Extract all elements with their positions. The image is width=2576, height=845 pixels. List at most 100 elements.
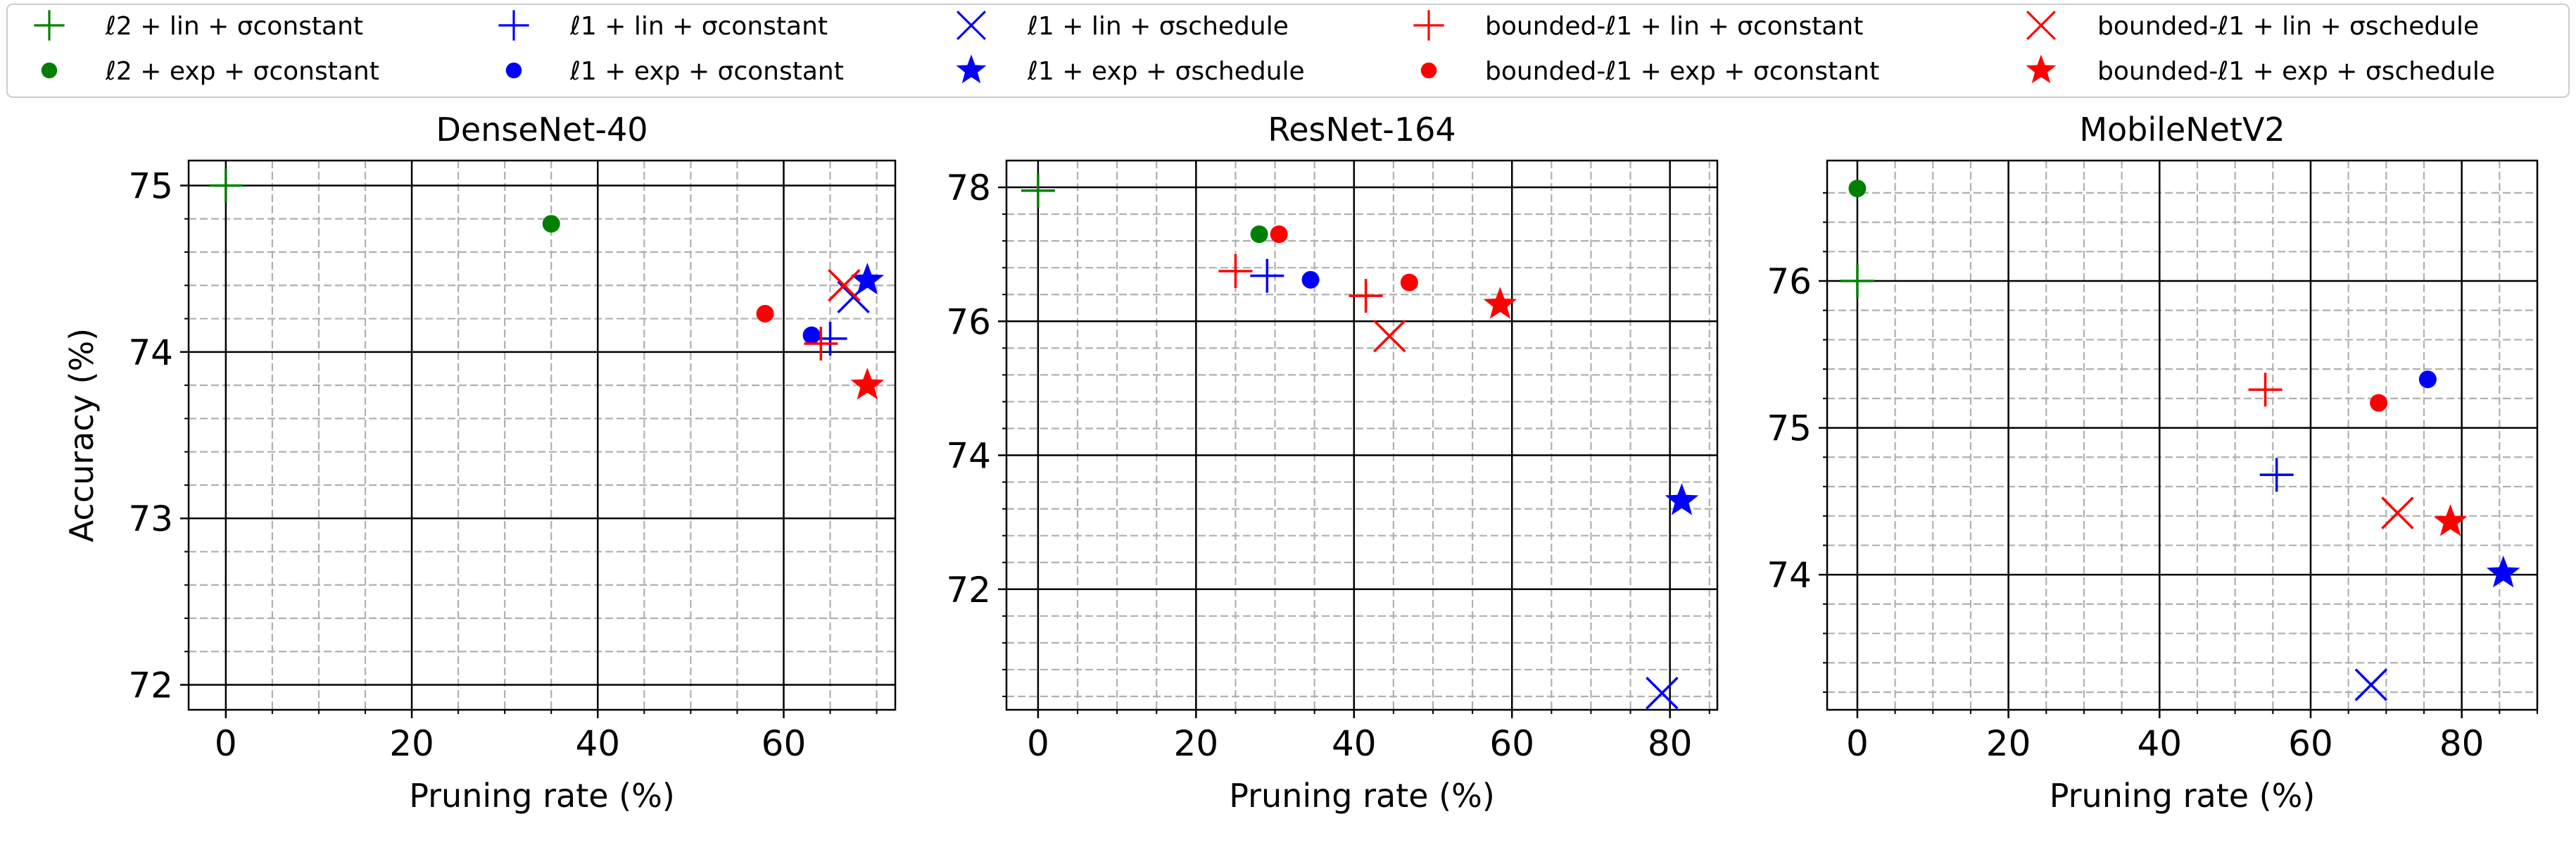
mobilenet-chart: 0 20 40 60 80 74 75 76 MobileNetV2 Pruning rate (… (1767, 111, 2539, 815)
legend-label: bounded-ℓ1 + lin + σconstant (1485, 12, 1863, 41)
point-resnet-b-lin-sched (1373, 319, 1406, 353)
legend-item-b-lin-sched: bounded-ℓ1 + lin + σschedule (2026, 11, 2479, 41)
x-tick-label: 60 (762, 723, 807, 764)
point-mobilenet-l2-exp-const (1848, 180, 1867, 198)
chart-title: ResNet-164 (1268, 111, 1456, 149)
legend-marker (505, 62, 522, 79)
legend-label: ℓ1 + exp + σschedule (1027, 57, 1305, 86)
x-tick-label: 0 (1027, 723, 1049, 764)
point-densenet-b-exp-sched (850, 368, 885, 400)
data-points (208, 168, 885, 400)
plot-frame (1005, 159, 1719, 711)
point-resnet-l2-lin-const (1021, 173, 1055, 208)
plot-frame (187, 159, 897, 711)
point-densenet-l2-lin-const (208, 168, 243, 203)
x-tick-label: 40 (2137, 723, 2182, 764)
point-mobilenet-l1-lin-sched (2354, 668, 2388, 701)
legend-item-l1-exp-sched: ℓ1 + exp + σschedule (956, 54, 1305, 86)
y-tick-label: 78 (946, 168, 991, 208)
point-resnet-l1-exp-const (1301, 270, 1320, 289)
x-tick-label: 20 (1986, 723, 2031, 764)
point-resnet-l2-exp-const (1250, 225, 1268, 244)
y-tick-label: 74 (1767, 555, 1812, 596)
x-tick-label: 60 (1489, 723, 1534, 764)
point-mobilenet-l1-exp-sched (2486, 556, 2520, 588)
legend-label: bounded-ℓ1 + exp + σschedule (2097, 57, 2495, 86)
point-resnet-b-lin-const (1218, 254, 1253, 288)
chart-title: MobileNetV2 (2079, 111, 2285, 149)
y-axis-label: Accuracy (%) (63, 328, 101, 542)
x-axis-label: Pruning rate (%) (1229, 777, 1495, 815)
legend-item-b-exp-sched: bounded-ℓ1 + exp + σschedule (2026, 54, 2495, 86)
x-tick-label: 40 (1332, 723, 1377, 764)
legend-marker (34, 10, 65, 41)
x-tick-label: 0 (215, 723, 237, 764)
legend-item-b-exp-const: bounded-ℓ1 + exp + σconstant (1420, 57, 1879, 86)
grid (1827, 161, 2537, 710)
point-densenet-l2-exp-const (542, 215, 560, 233)
legend-label: ℓ2 + lin + σconstant (105, 12, 363, 41)
legend-label: ℓ1 + lin + σconstant (569, 12, 828, 41)
legend-marker (1420, 62, 1437, 79)
y-tick-label: 76 (1767, 261, 1812, 302)
point-resnet-b-exp-const (1400, 273, 1418, 292)
legend-label: ℓ2 + exp + σconstant (105, 57, 379, 86)
legend-item-l1-lin-sched: ℓ1 + lin + σschedule (956, 11, 1289, 41)
point-mobilenet-b-lin-const (2248, 373, 2283, 407)
x-tick-label: 20 (389, 723, 434, 764)
x-tick-label: 0 (1846, 723, 1869, 764)
y-tick-label: 74 (128, 332, 173, 373)
legend-label: ℓ1 + exp + σconstant (569, 57, 844, 86)
point-mobilenet-b-exp-sched (2433, 504, 2468, 537)
legend-label: ℓ1 + lin + σschedule (1027, 12, 1289, 41)
point-resnet-b-exp-sched (1483, 287, 1517, 319)
legend-marker (2026, 11, 2056, 40)
point-mobilenet-b-lin-sched (2381, 496, 2414, 530)
x-tick-label: 80 (1648, 723, 1693, 764)
legend-marker (2026, 54, 2057, 84)
point-densenet-b-lin-sched (828, 269, 861, 302)
legend-marker (956, 54, 987, 84)
x-tick-label: 80 (2439, 723, 2485, 764)
y-tick-label: 75 (1767, 408, 1812, 449)
y-tick-label: 76 (946, 301, 991, 342)
legend-item-l1-lin-const: ℓ1 + lin + σconstant (498, 10, 828, 41)
densenet-chart: 0 20 40 60 72 73 74 75 DenseNet-40 Pruning rate (… (63, 111, 897, 815)
plot-frame (1826, 159, 2539, 711)
legend-item-l1-exp-const: ℓ1 + exp + σconstant (505, 57, 844, 86)
legend-marker (1413, 10, 1444, 41)
x-axis-label: Pruning rate (%) (409, 777, 675, 815)
point-resnet-l1-lin-const (1250, 258, 1284, 293)
y-tick-label: 73 (128, 499, 173, 539)
grid (189, 161, 895, 710)
legend-item-l2-exp-const: ℓ2 + exp + σconstant (41, 57, 379, 86)
point-resnet-l1-exp-sched (1665, 483, 1699, 515)
x-axis-label: Pruning rate (%) (2050, 777, 2316, 815)
y-tick-label: 72 (128, 665, 173, 706)
point-densenet-b-lin-const (804, 327, 838, 361)
legend-marker (956, 11, 986, 40)
point-resnet-l1-lin-sched (1646, 676, 1679, 710)
point-mobilenet-b-exp-const (2370, 394, 2388, 412)
legend-label: bounded-ℓ1 + exp + σconstant (1485, 57, 1879, 86)
point-resnet-b-lin-const (1349, 279, 1383, 313)
y-tick-label: 72 (946, 570, 991, 611)
legend-label: bounded-ℓ1 + lin + σschedule (2097, 12, 2479, 41)
x-tick-label: 40 (575, 723, 620, 764)
legend-item-l2-lin-const: ℓ2 + lin + σconstant (34, 10, 363, 41)
data-points (1021, 173, 1699, 710)
resnet-chart: 0 20 40 60 80 72 74 76 78 ResNet-164 Pruning rate … (946, 111, 1719, 815)
y-tick-label: 74 (946, 436, 991, 477)
x-tick-label: 60 (2288, 723, 2333, 764)
ticks: 0 20 40 60 72 73 74 75 (128, 165, 878, 764)
data-points (1840, 180, 2520, 701)
ticks: 0 20 40 60 80 74 75 76 (1767, 192, 2538, 764)
point-mobilenet-l2-lin-const (1840, 264, 1874, 299)
point-densenet-l1-exp-sched (850, 263, 885, 295)
point-densenet-l1-exp-const (802, 326, 821, 344)
legend-marker (41, 62, 58, 79)
y-tick-label: 75 (128, 165, 173, 206)
point-mobilenet-l1-lin-const (2259, 458, 2294, 492)
grid (1006, 161, 1717, 710)
